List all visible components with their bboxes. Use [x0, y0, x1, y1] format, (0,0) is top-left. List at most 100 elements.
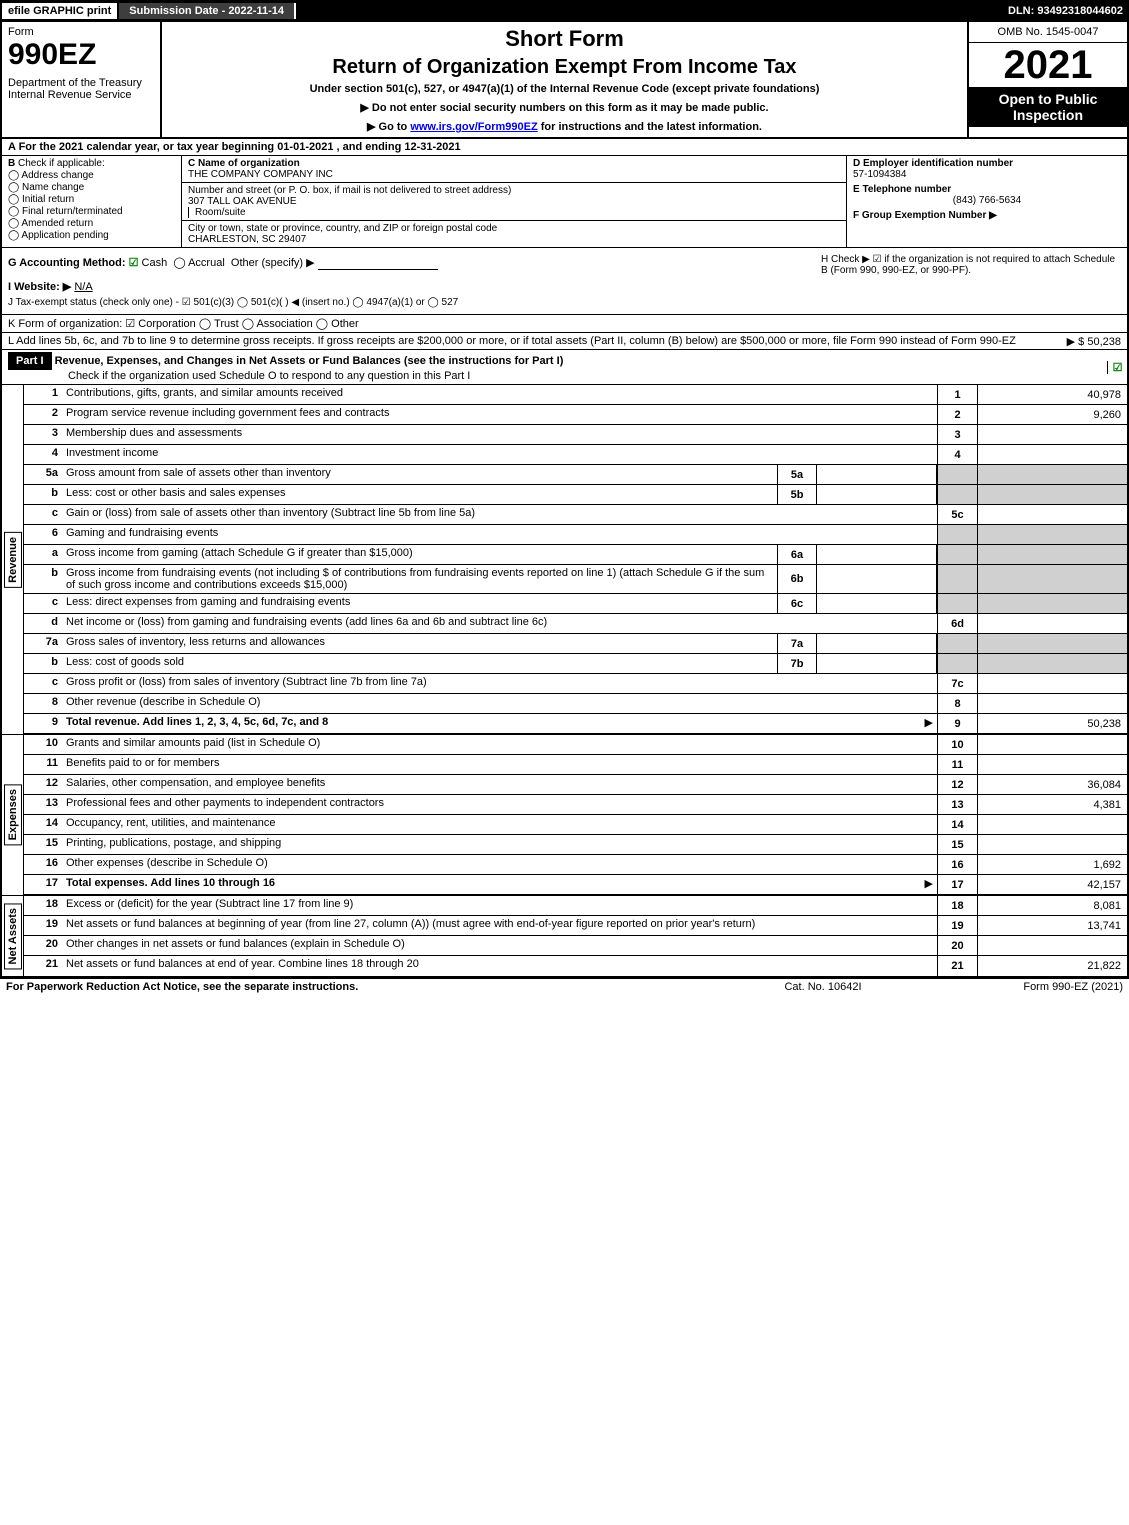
line-2-value: 9,260 [977, 405, 1127, 424]
section-g-h: G Accounting Method: ☑ Cash ◯ Accrual Ot… [0, 248, 1129, 315]
cb-address-change[interactable]: ◯ Address change [8, 170, 175, 181]
line-6a-num: a [24, 545, 62, 564]
cb-application-pending[interactable]: ◯ Application pending [8, 230, 175, 241]
line-6c-num: c [24, 594, 62, 613]
line-6c-text: Less: direct expenses from gaming and fu… [62, 594, 777, 613]
form-header: Form 990EZ Department of the Treasury In… [0, 22, 1129, 139]
line-21-value: 21,822 [977, 956, 1127, 976]
line-14-num: 14 [24, 815, 62, 834]
cb-name-change[interactable]: ◯ Name change [8, 182, 175, 193]
line-7a-subnum: 7a [777, 634, 817, 653]
line-7a-num: 7a [24, 634, 62, 653]
line-18-num: 18 [24, 896, 62, 915]
line-21-num: 21 [24, 956, 62, 976]
line-6b-value [977, 565, 1127, 593]
line-6a-value [977, 545, 1127, 564]
line-11-num: 11 [24, 755, 62, 774]
part-1-label: Part I [8, 352, 52, 370]
line-8-num: 8 [24, 694, 62, 713]
line-12-num: 12 [24, 775, 62, 794]
line-6-rnum [937, 525, 977, 544]
line-6a-text: Gross income from gaming (attach Schedul… [62, 545, 777, 564]
form-title: Return of Organization Exempt From Incom… [168, 56, 961, 79]
line-6b-num: b [24, 565, 62, 593]
part-1-checkbox[interactable]: ☑ [1107, 361, 1127, 374]
line-8-value [977, 694, 1127, 713]
line-2-text: Program service revenue including govern… [62, 405, 937, 424]
revenue-section: Revenue 1Contributions, gifts, grants, a… [0, 385, 1129, 734]
line-21-rnum: 21 [937, 956, 977, 976]
line-6a-subnum: 6a [777, 545, 817, 564]
efile-print-button[interactable]: efile GRAPHIC print [0, 1, 119, 21]
line-19-value: 13,741 [977, 916, 1127, 935]
line-6c-rnum [937, 594, 977, 613]
section-a: A For the 2021 calendar year, or tax yea… [0, 139, 1129, 156]
department-label: Department of the Treasury Internal Reve… [8, 77, 154, 101]
cb-final-return[interactable]: ◯ Final return/terminated [8, 206, 175, 217]
line-5a-subval [817, 465, 937, 484]
other-specify-input[interactable] [318, 254, 438, 270]
line-20-text: Other changes in net assets or fund bala… [62, 936, 937, 955]
line-5c-num: c [24, 505, 62, 524]
part-1-check: Check if the organization used Schedule … [8, 370, 470, 382]
line-6-text: Gaming and fundraising events [62, 525, 937, 544]
line-6b-subval [817, 565, 937, 593]
line-6d-text: Net income or (loss) from gaming and fun… [62, 614, 937, 633]
omb-number: OMB No. 1545-0047 [969, 22, 1127, 43]
line-3-num: 3 [24, 425, 62, 444]
line-16-num: 16 [24, 855, 62, 874]
line-20-num: 20 [24, 936, 62, 955]
line-6d-num: d [24, 614, 62, 633]
city-value: CHARLESTON, SC 29407 [188, 234, 840, 245]
line-13-rnum: 13 [937, 795, 977, 814]
section-l-amount: ▶ $ 50,238 [1067, 335, 1121, 348]
line-4-num: 4 [24, 445, 62, 464]
website-label: I Website: ▶ [8, 281, 71, 293]
section-b-head: B [8, 158, 15, 169]
line-9-text: Total revenue. Add lines 1, 2, 3, 4, 5c,… [66, 716, 328, 728]
under-section-label: Under section 501(c), 527, or 4947(a)(1)… [168, 83, 961, 95]
line-18-rnum: 18 [937, 896, 977, 915]
line-17-arrow: ▶ [925, 877, 933, 890]
line-13-value: 4,381 [977, 795, 1127, 814]
group-exemption-label: F Group Exemption Number ▶ [853, 210, 1121, 221]
line-5a-subnum: 5a [777, 465, 817, 484]
irs-link[interactable]: www.irs.gov/Form990EZ [410, 121, 537, 133]
line-10-num: 10 [24, 735, 62, 754]
street-label: Number and street (or P. O. box, if mail… [188, 185, 840, 196]
line-11-text: Benefits paid to or for members [62, 755, 937, 774]
expenses-section: Expenses 10Grants and similar amounts pa… [0, 734, 1129, 895]
line-19-text: Net assets or fund balances at beginning… [62, 916, 937, 935]
line-5a-value [977, 465, 1127, 484]
accounting-method-label: G Accounting Method: [8, 257, 126, 269]
line-6a-rnum [937, 545, 977, 564]
line-7b-subnum: 7b [777, 654, 817, 673]
line-14-value [977, 815, 1127, 834]
street-value: 307 TALL OAK AVENUE [188, 196, 840, 207]
line-6b-rnum [937, 565, 977, 593]
line-21-text: Net assets or fund balances at end of ye… [62, 956, 937, 976]
section-b: B Check if applicable: ◯ Address change … [2, 156, 182, 247]
line-7a-rnum [937, 634, 977, 653]
line-4-value [977, 445, 1127, 464]
footer-mid: Cat. No. 10642I [723, 981, 923, 993]
line-7b-text: Less: cost of goods sold [62, 654, 777, 673]
line-6d-value [977, 614, 1127, 633]
line-14-text: Occupancy, rent, utilities, and maintena… [62, 815, 937, 834]
line-5a-text: Gross amount from sale of assets other t… [62, 465, 777, 484]
header-mid: Short Form Return of Organization Exempt… [162, 22, 967, 137]
line-7c-rnum: 7c [937, 674, 977, 693]
line-6a-subval [817, 545, 937, 564]
section-def: D Employer identification number 57-1094… [847, 156, 1127, 247]
line-9-rnum: 9 [937, 714, 977, 733]
bullet-2-pre: ▶ Go to [367, 121, 410, 133]
submission-date-label: Submission Date - 2022-11-14 [119, 3, 296, 19]
line-5b-num: b [24, 485, 62, 504]
line-2-rnum: 2 [937, 405, 977, 424]
line-16-value: 1,692 [977, 855, 1127, 874]
line-12-rnum: 12 [937, 775, 977, 794]
open-to-public-label: Open to Public Inspection [969, 87, 1127, 127]
cb-amended-return[interactable]: ◯ Amended return [8, 218, 175, 229]
cb-initial-return[interactable]: ◯ Initial return [8, 194, 175, 205]
line-7c-num: c [24, 674, 62, 693]
